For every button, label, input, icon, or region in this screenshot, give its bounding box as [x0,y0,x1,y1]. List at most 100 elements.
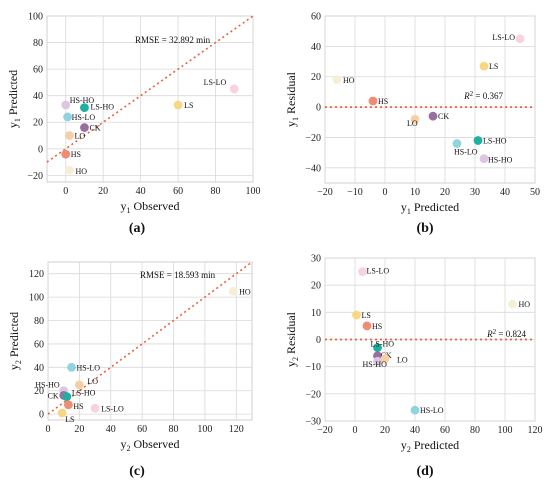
data-point-ls-ho [62,392,72,401]
x-tick-label: 100 [197,424,212,435]
data-point-ls [479,61,489,71]
point-label: HO [519,300,531,309]
point-label: LO [407,119,418,128]
data-point-hs-lo [410,405,420,415]
y-axis-label: y2 Residual [284,311,300,367]
point-label: LO [74,132,85,141]
x-tick-label: 0 [63,186,68,197]
annotation-text: R2 = 0.824 [486,328,526,339]
x-tick-label: 60 [137,424,147,435]
annotation-text: RMSE = 32.892 min [135,35,211,45]
point-label: LS [65,415,74,424]
x-tick-label: 20 [380,425,390,436]
x-tick-label: 120 [528,425,543,436]
point-label: CK [438,112,449,121]
data-point-ls-ho [473,136,483,145]
panel-d: −20 0 20 40 60 80 100 120−30−20−100102030LS-LOH… [284,254,543,480]
y-tick-label: 60 [34,339,44,350]
point-label: HS-LO [77,363,101,372]
data-point-hs-ho [61,100,71,110]
x-tick-label: 40 [136,186,146,197]
point-label: CK [48,391,59,400]
point-label: CK [89,124,100,133]
data-point-ls [352,310,361,320]
x-tick-label: 60 [440,425,450,436]
data-point-ho [65,165,74,175]
annotation-text: RMSE = 18.593 min [140,270,216,280]
y-tick-label: 20 [33,118,43,129]
data-point-hs [362,321,372,331]
data-point-ls [173,100,183,110]
x-axis-label: y2 Predicted [401,438,459,454]
y-tick-label: 30 [311,254,321,265]
point-label: LS-LO [492,33,515,42]
point-label: LS-LO [101,404,124,413]
y-tick-label: −10 [305,362,321,373]
x-tick-label: 80 [169,424,179,435]
identity-line [46,15,254,163]
panel-label: (b) [416,221,433,236]
data-point-lo [410,114,420,124]
x-tick-label: 80 [211,186,221,197]
data-point-hs [368,96,378,106]
data-point-ls-ho [373,343,382,353]
y-tick-label: 40 [33,91,43,102]
y-axis-label: y2 Predicted [7,312,23,370]
point-label: HS-HO [488,156,513,165]
y-tick-label: −20 [305,389,321,400]
point-label: HS [372,322,382,331]
point-label: LS-LO [367,267,390,276]
x-tick-label: 20 [74,424,84,435]
data-point-ls [57,408,67,418]
x-tick-label: 40 [106,424,116,435]
y-axis-label: y1 Residual [284,71,300,127]
panel-label: (c) [129,464,145,479]
plot-area [324,15,536,184]
point-label: LS-HO [483,136,507,145]
annotation-text: R2 = 0.367 [463,90,503,101]
y-tick-label: 10 [311,308,321,319]
y-tick-label: 0 [38,144,43,155]
data-point-ck [80,123,89,132]
y-tick-label: −40 [305,163,321,174]
point-label: HS-LO [420,406,444,415]
point-label: HS-HO [363,360,388,369]
point-label: HS-HO [70,96,95,105]
y-tick-label: 60 [33,65,43,76]
y-tick-label: 120 [29,269,44,280]
panel-c: 0 20 40 60 80 100 120 0 20 40 60 80 100 120 HO HS-LO LO H… [7,261,253,479]
data-point-hs [61,149,71,159]
y-tick-label: −30 [305,417,321,428]
y-axis-label: y1 Predicted [6,70,22,128]
data-point-hs-lo [452,139,462,148]
point-label: LS [362,311,371,320]
x-tick-label: 10 [410,187,420,198]
x-tick-label: −20 [317,425,333,436]
point-label: LS-HO [90,103,114,112]
y-tick-label: 80 [33,38,43,49]
point-label: HO [343,76,355,85]
data-point-ls-lo [358,267,367,276]
data-point-lo [74,380,84,390]
y-tick-label: −20 [27,171,43,182]
data-point-hs [64,400,73,410]
x-tick-label: 20 [98,186,108,197]
y-tick-label: 20 [311,72,321,83]
x-tick-label: 100 [498,425,513,436]
data-point-ls-lo [229,84,239,94]
x-tick-label: 100 [246,186,261,197]
data-point-ho [332,75,342,85]
x-tick-label: 0 [353,425,358,436]
panel-a: 0 20 40 60 80 100 −20 0 20 40 60 80 100 HS-HOLS-HOHS-… [6,12,261,237]
data-point-ck [428,111,438,121]
point-label: HS [71,150,81,159]
y-tick-label: 0 [39,410,44,421]
x-tick-label: −20 [317,187,333,198]
panel-label: (a) [129,221,146,236]
point-label: HS-HO [35,381,60,390]
point-label: HS [378,97,388,106]
x-tick-label: 60 [173,186,183,197]
x-tick-label: 50 [530,187,540,198]
x-tick-label: 120 [229,424,244,435]
